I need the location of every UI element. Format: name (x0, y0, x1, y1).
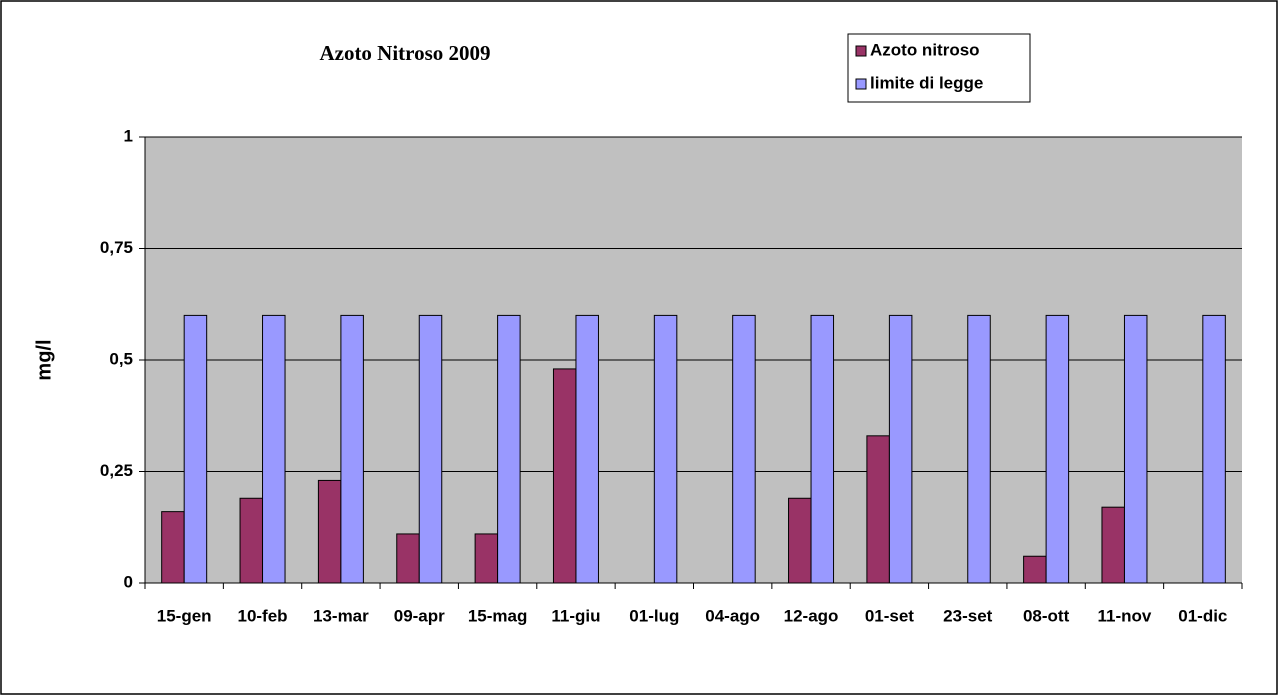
x-tick-label: 12-ago (784, 606, 839, 625)
x-tick-label: 11-nov (1098, 606, 1152, 625)
bar (732, 314, 756, 584)
bar (396, 533, 420, 584)
x-tick-label: 23-set (943, 606, 992, 625)
y-tick-label: 1 (124, 126, 133, 145)
legend-label: limite di legge (870, 73, 983, 92)
legend-swatch (855, 45, 867, 57)
legend-swatch (855, 78, 867, 90)
bar (239, 497, 264, 584)
x-tick-label: 01-lug (629, 606, 679, 625)
chart-title: Azoto Nitroso 2009 (319, 41, 490, 65)
bar (1123, 314, 1148, 584)
x-tick-label: 15-gen (157, 606, 212, 625)
bar (262, 314, 286, 584)
bar (1023, 555, 1047, 584)
legend-box (847, 33, 1031, 103)
x-tick-label: 10-feb (237, 606, 287, 625)
bar (474, 533, 499, 584)
bar (575, 314, 599, 584)
bar (317, 479, 342, 584)
bar (1045, 314, 1070, 584)
y-tick-label: 0,5 (109, 349, 133, 368)
bar (866, 435, 890, 584)
y-tick-label: 0,25 (100, 461, 133, 480)
y-tick-label: 0,75 (100, 238, 133, 257)
y-tick-label: 0 (124, 572, 133, 591)
x-tick-label: 15-mag (468, 606, 528, 625)
bar (967, 314, 991, 584)
bar (810, 314, 835, 584)
bar (497, 314, 521, 584)
y-axis-label: mg/l (33, 339, 55, 380)
bar (552, 368, 577, 584)
bar (183, 314, 208, 584)
bar (161, 511, 185, 584)
bar (1202, 314, 1226, 584)
bar (888, 314, 913, 584)
x-tick-label: 01-set (865, 606, 914, 625)
bar (418, 314, 443, 584)
bar (653, 314, 678, 584)
x-tick-label: 11-giu (551, 606, 600, 625)
legend-label: Azoto nitroso (870, 40, 980, 59)
bar (1101, 506, 1125, 584)
x-tick-label: 09-apr (394, 606, 445, 625)
bar (788, 497, 812, 584)
x-tick-label: 04-ago (705, 606, 760, 625)
x-tick-label: 01-dic (1178, 606, 1227, 625)
bar (340, 314, 364, 584)
x-tick-label: 08-ott (1023, 606, 1070, 625)
x-tick-label: 13-mar (313, 606, 369, 625)
